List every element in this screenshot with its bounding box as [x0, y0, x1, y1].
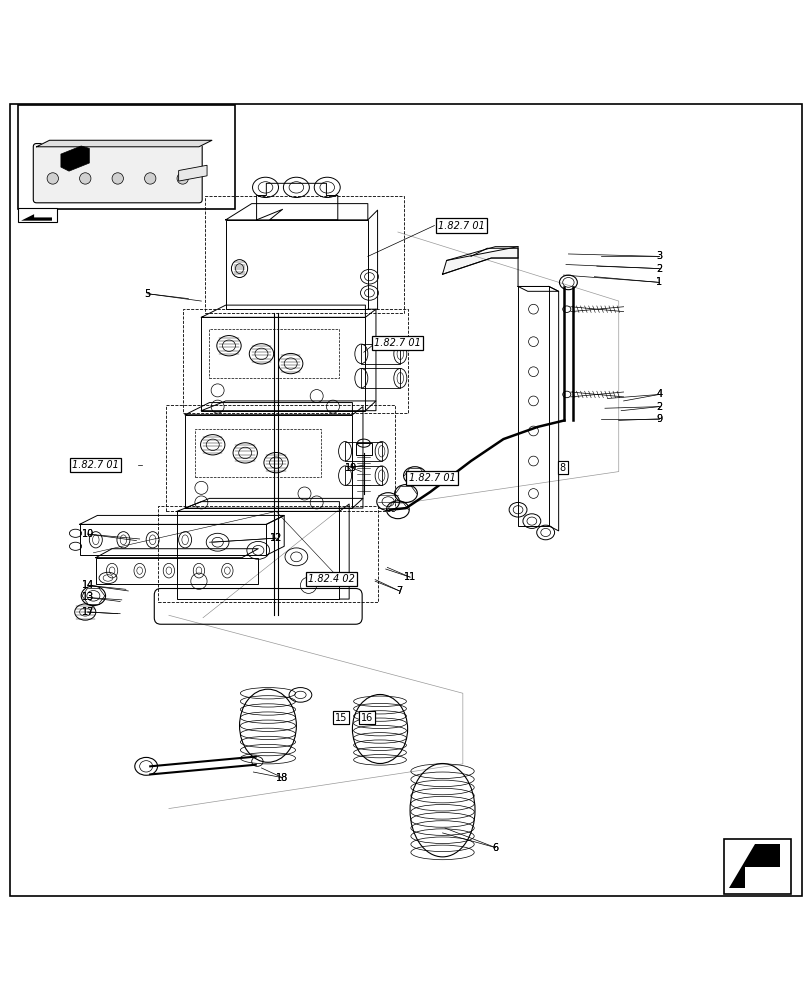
- Text: 13: 13: [81, 592, 94, 602]
- Text: 3: 3: [655, 251, 662, 261]
- Polygon shape: [728, 844, 779, 888]
- Bar: [18, 105, 235, 209]
- Text: 7: 7: [396, 586, 402, 596]
- Text: 2: 2: [655, 402, 662, 412]
- Bar: [201, 317, 365, 411]
- Text: 4: 4: [655, 389, 662, 399]
- Bar: [209, 329, 339, 378]
- Bar: [345, 442, 381, 461]
- Polygon shape: [21, 214, 52, 221]
- Text: 5: 5: [144, 289, 151, 299]
- Bar: [517, 286, 548, 526]
- Circle shape: [47, 173, 58, 184]
- Text: 2: 2: [655, 264, 662, 274]
- Bar: [361, 368, 400, 388]
- Bar: [166, 405, 395, 511]
- Bar: [79, 524, 266, 555]
- Bar: [361, 344, 400, 364]
- Bar: [96, 558, 258, 584]
- Text: 1.82.7 01: 1.82.7 01: [374, 338, 421, 348]
- Bar: [345, 466, 381, 485]
- Text: 18: 18: [276, 773, 289, 783]
- Text: 19: 19: [344, 463, 357, 473]
- Text: 4: 4: [655, 389, 662, 399]
- Text: 17: 17: [81, 607, 94, 617]
- Text: 9: 9: [655, 414, 662, 424]
- Text: 15: 15: [334, 713, 347, 723]
- Text: 10: 10: [81, 529, 94, 539]
- Text: 14: 14: [81, 580, 94, 590]
- Text: 1: 1: [655, 277, 662, 287]
- Bar: [182, 309, 408, 413]
- Text: 8: 8: [559, 463, 565, 473]
- Polygon shape: [61, 146, 89, 171]
- Text: 3: 3: [655, 251, 662, 261]
- Text: 5: 5: [144, 289, 151, 299]
- Bar: [18, 208, 57, 222]
- Text: 1.82.7 01: 1.82.7 01: [437, 221, 484, 231]
- FancyBboxPatch shape: [33, 144, 202, 203]
- Text: 12: 12: [269, 533, 282, 543]
- Text: 19: 19: [344, 463, 357, 473]
- Text: 6: 6: [491, 843, 498, 853]
- Bar: [723, 839, 790, 894]
- Text: 14: 14: [81, 580, 94, 590]
- Bar: [158, 506, 377, 601]
- Text: 16: 16: [360, 713, 373, 723]
- Circle shape: [112, 173, 123, 184]
- Bar: [355, 443, 371, 455]
- Polygon shape: [442, 247, 517, 274]
- Bar: [204, 196, 403, 313]
- Bar: [185, 415, 352, 508]
- Text: 6: 6: [491, 843, 498, 853]
- Bar: [195, 429, 320, 477]
- Bar: [225, 220, 367, 309]
- Text: 10: 10: [81, 529, 94, 539]
- Text: 1.82.4 02: 1.82.4 02: [307, 574, 354, 584]
- Text: 2: 2: [655, 402, 662, 412]
- Text: 1.82.7 01: 1.82.7 01: [72, 460, 119, 470]
- Bar: [177, 511, 339, 599]
- Text: 9: 9: [655, 414, 662, 424]
- Text: 15: 15: [334, 713, 347, 723]
- Text: 17: 17: [81, 607, 94, 617]
- Polygon shape: [178, 165, 207, 181]
- Text: 13: 13: [81, 592, 94, 602]
- Text: 8: 8: [559, 463, 565, 473]
- Text: 11: 11: [403, 572, 416, 582]
- Text: 2: 2: [655, 264, 662, 274]
- Text: 11: 11: [403, 572, 416, 582]
- Text: 7: 7: [396, 586, 402, 596]
- Circle shape: [177, 173, 188, 184]
- Text: 12: 12: [269, 533, 282, 543]
- Text: 16: 16: [360, 713, 373, 723]
- Circle shape: [144, 173, 156, 184]
- Circle shape: [79, 173, 91, 184]
- Text: 1.82.7 01: 1.82.7 01: [408, 473, 455, 483]
- Polygon shape: [36, 140, 212, 147]
- Text: 18: 18: [276, 773, 289, 783]
- Text: 1: 1: [655, 277, 662, 287]
